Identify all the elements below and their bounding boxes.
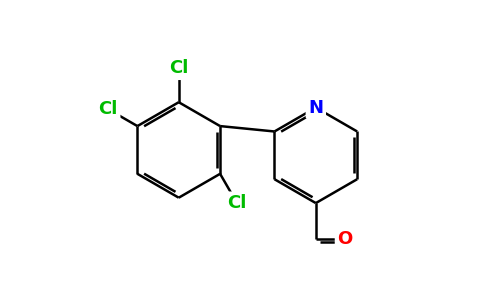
Text: O: O bbox=[337, 230, 353, 247]
Text: Cl: Cl bbox=[227, 194, 247, 212]
Text: N: N bbox=[308, 99, 323, 117]
Text: Cl: Cl bbox=[98, 100, 118, 118]
Text: Cl: Cl bbox=[169, 59, 188, 77]
